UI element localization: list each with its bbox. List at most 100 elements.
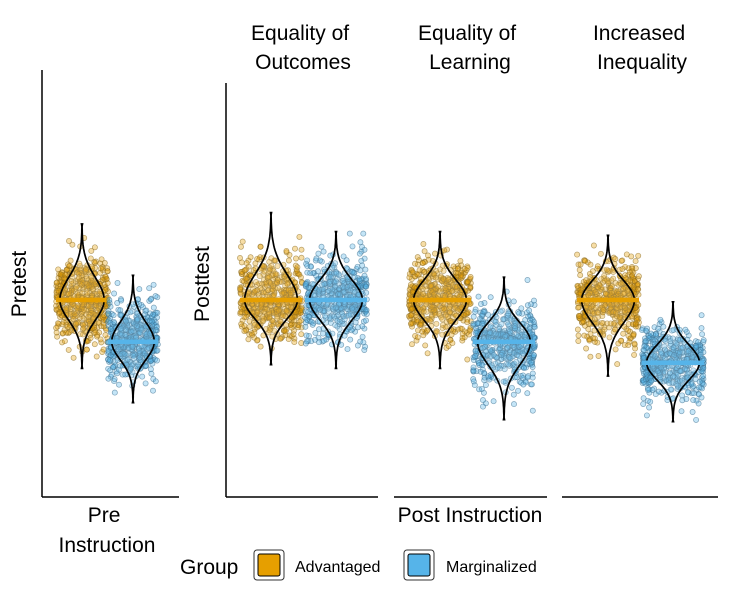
data-point [100, 346, 107, 353]
data-point [524, 374, 531, 381]
data-point [88, 247, 95, 254]
data-point [363, 311, 370, 317]
legend-label-advantaged: Advantaged [295, 559, 380, 576]
data-point [67, 306, 74, 313]
data-point [508, 384, 515, 391]
data-point [254, 255, 261, 262]
data-point [422, 342, 429, 349]
data-point [111, 376, 118, 383]
data-point [529, 407, 536, 414]
data-point [316, 339, 322, 346]
data-point [625, 333, 632, 339]
data-point [254, 337, 261, 344]
data-point [612, 346, 619, 353]
data-point [346, 230, 353, 237]
data-point [574, 326, 581, 333]
data-point [141, 311, 148, 318]
data-point [111, 389, 118, 396]
data-point [466, 327, 473, 334]
data-point [620, 330, 627, 337]
data-point [241, 322, 248, 329]
data-point [296, 318, 303, 325]
data-point [689, 409, 696, 415]
data-point [574, 251, 581, 258]
data-point [136, 348, 143, 355]
data-point [63, 329, 70, 336]
panel-title-line: Inequality [597, 51, 687, 74]
data-point [344, 346, 351, 353]
data-point [515, 387, 522, 394]
data-point [635, 286, 642, 293]
data-point [54, 333, 61, 340]
panel-equality-outcomes [237, 211, 370, 370]
data-point [470, 378, 477, 385]
data-point [640, 354, 647, 361]
data-point [660, 323, 667, 330]
data-point [361, 246, 368, 253]
data-point [526, 307, 533, 314]
data-point [318, 243, 325, 250]
legend-label-marginalized: Marginalized [446, 559, 537, 576]
data-point [77, 280, 84, 287]
data-point [531, 297, 537, 304]
data-point [142, 380, 149, 387]
data-point [528, 381, 535, 388]
data-point [69, 241, 76, 248]
data-point [307, 270, 314, 277]
data-point [590, 242, 597, 249]
data-point [239, 317, 246, 324]
data-point [135, 361, 142, 368]
data-point [475, 293, 482, 300]
data-point [690, 397, 697, 404]
data-point [154, 347, 161, 354]
data-point [313, 255, 320, 262]
data-point [118, 297, 125, 304]
data-point [655, 325, 662, 332]
data-point [464, 319, 471, 326]
data-point [91, 258, 98, 265]
data-point [136, 354, 143, 361]
data-point [647, 398, 654, 405]
data-point [57, 271, 64, 278]
data-point [698, 325, 705, 332]
data-point [129, 343, 136, 350]
data-point [257, 343, 264, 350]
x-label-line: Pre [88, 504, 121, 527]
data-point [101, 281, 108, 288]
data-point [66, 238, 72, 244]
data-point [104, 280, 111, 287]
data-point [575, 332, 582, 339]
data-point [315, 250, 322, 257]
panel-title-line: Outcomes [255, 51, 351, 74]
data-point [646, 404, 653, 411]
data-point [242, 275, 249, 282]
data-point [304, 262, 311, 269]
data-point [425, 252, 431, 259]
data-point [316, 326, 322, 333]
data-point [693, 416, 700, 423]
data-point [302, 340, 309, 347]
data-point [464, 356, 471, 363]
data-point [627, 277, 634, 284]
data-point [131, 355, 137, 362]
data-point [309, 280, 316, 287]
data-point [122, 318, 129, 325]
data-point [315, 268, 321, 275]
data-point [479, 362, 486, 369]
data-point [327, 252, 334, 259]
data-point [147, 296, 154, 303]
data-point [91, 341, 98, 348]
data-point [127, 309, 134, 316]
data-point [114, 280, 121, 286]
data-point [631, 351, 638, 358]
data-point [630, 331, 637, 338]
data-point [65, 346, 72, 353]
data-point [657, 316, 664, 323]
data-point [98, 256, 105, 263]
data-point [302, 319, 309, 326]
data-point [349, 269, 356, 275]
data-point [625, 342, 632, 349]
data-point [419, 328, 426, 335]
data-point [282, 328, 289, 335]
data-point [359, 333, 366, 340]
